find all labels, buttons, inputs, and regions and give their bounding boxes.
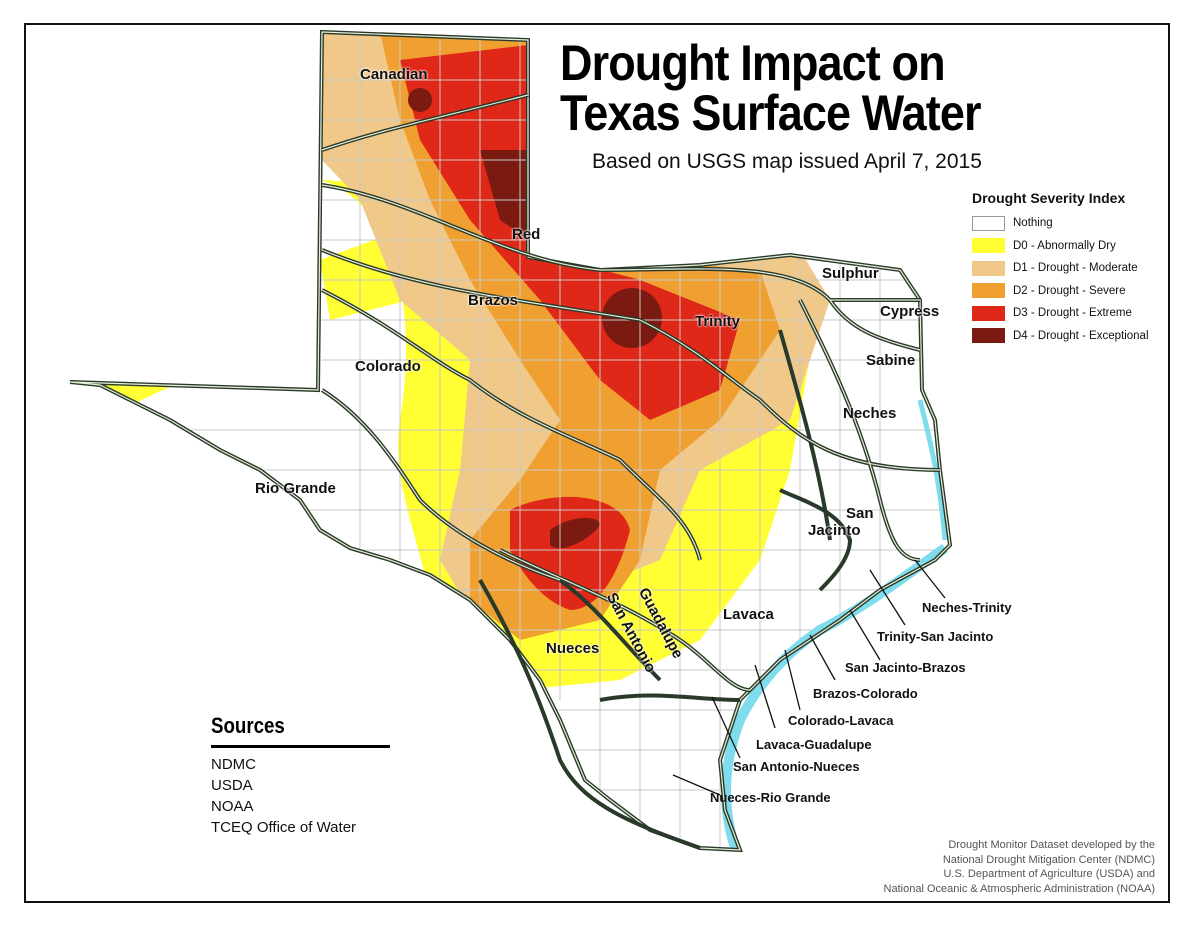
- legend-item-d4: D4 - Drought - Exceptional: [972, 325, 1172, 348]
- basin-label-sabine: Sabine: [866, 352, 916, 369]
- credit-line: National Drought Mitigation Center (NDMC…: [942, 853, 1155, 866]
- basin-label-trinity: Trinity: [695, 313, 741, 330]
- callout-colorado-lavaca: Colorado-Lavaca: [788, 713, 894, 728]
- source-item: TCEQ Office of Water: [211, 819, 357, 836]
- credit-line: Drought Monitor Dataset developed by the: [948, 839, 1155, 851]
- basin-label-nueces: Nueces: [546, 640, 600, 657]
- map-subtitle: Based on USGS map issued April 7, 2015: [592, 150, 982, 173]
- legend-label: D2 - Drought - Severe: [1013, 284, 1126, 297]
- source-item: USDA: [211, 777, 253, 794]
- source-item: NOAA: [211, 798, 254, 815]
- callout-neches-trinity: Neches-Trinity: [922, 600, 1012, 615]
- legend-swatch: [972, 238, 1005, 254]
- basin-label-lavaca: Lavaca: [723, 606, 774, 623]
- source-item: NDMC: [211, 756, 256, 773]
- callout-brazos-colorado: Brazos-Colorado: [813, 686, 918, 701]
- basin-label-colorado: Colorado: [355, 358, 421, 375]
- callout-lavaca-guadalupe: Lavaca-Guadalupe: [756, 737, 872, 752]
- basin-label-canadian: Canadian: [360, 66, 428, 83]
- legend-item-d1: D1 - Drought - Moderate: [972, 257, 1172, 280]
- legend-label: Nothing: [1013, 217, 1053, 230]
- dataset-credit: Drought Monitor Dataset developed by the…: [884, 838, 1155, 896]
- basin-label-brazos: Brazos: [468, 292, 519, 309]
- legend-swatch: [972, 260, 1005, 276]
- legend-item-nothing: Nothing: [972, 212, 1172, 235]
- legend-label: D4 - Drought - Exceptional: [1013, 329, 1149, 342]
- basin-label-rio-grande: Rio Grande: [255, 480, 336, 497]
- map-title: Drought Impact on Texas Surface Water: [560, 38, 1028, 138]
- basin-label-cypress: Cypress: [880, 303, 940, 320]
- legend: Drought Severity Index Nothing D0 - Abno…: [972, 190, 1172, 347]
- basin-label-san-jacinto-1: San: [846, 505, 874, 522]
- callout-trinity-san-jacinto: Trinity-San Jacinto: [877, 629, 994, 644]
- callout-san-jacinto-brazos: San Jacinto-Brazos: [845, 660, 966, 675]
- legend-item-d2: D2 - Drought - Severe: [972, 280, 1172, 303]
- callout-leaders: [672, 559, 946, 796]
- basin-label-sulphur: Sulphur: [822, 265, 879, 282]
- legend-label: D1 - Drought - Moderate: [1013, 262, 1138, 275]
- credit-line: U.S. Department of Agriculture (USDA) an…: [943, 868, 1155, 880]
- title-line-1: Drought Impact on: [560, 35, 946, 91]
- title-line-2: Texas Surface Water: [560, 85, 981, 141]
- sources-block: Sources NDMC USDA NOAA TCEQ Office of Wa…: [211, 713, 390, 838]
- legend-swatch: [972, 328, 1005, 344]
- basin-label-red: Red: [512, 226, 541, 243]
- legend-swatch: [972, 215, 1005, 231]
- legend-title: Drought Severity Index: [972, 190, 1126, 206]
- legend-swatch: [972, 283, 1005, 299]
- legend-label: D0 - Abnormally Dry: [1013, 239, 1116, 252]
- sources-divider: [211, 745, 390, 748]
- callout-san-antonio-nueces: San Antonio-Nueces: [733, 759, 860, 774]
- legend-swatch: [972, 305, 1005, 321]
- sources-title: Sources: [211, 713, 285, 738]
- legend-item-d0: D0 - Abnormally Dry: [972, 235, 1172, 258]
- credit-line: National Oceanic & Atmospheric Administr…: [883, 882, 1155, 895]
- basin-label-neches: Neches: [843, 405, 897, 422]
- legend-item-d3: D3 - Drought - Extreme: [972, 302, 1172, 325]
- callout-nueces-rio-grande: Nueces-Rio Grande: [710, 790, 831, 805]
- basin-label-san-jacinto-2: Jacinto: [808, 522, 861, 539]
- legend-label: D3 - Drought - Extreme: [1013, 307, 1132, 320]
